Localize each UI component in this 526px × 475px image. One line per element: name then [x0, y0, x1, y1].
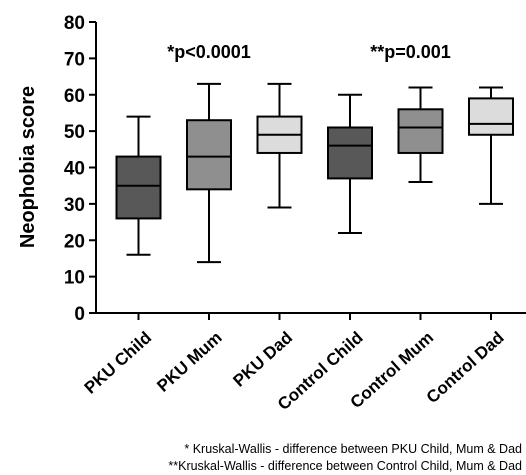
x-tick-label: PKU Child — [81, 328, 155, 398]
box-control-dad — [468, 86, 514, 205]
annotation-control-pvalue: **p=0.001 — [370, 42, 451, 62]
footnote-control: **Kruskal-Wallis - difference between Co… — [168, 459, 522, 473]
box-iqr — [468, 97, 514, 136]
y-tick-label: 40 — [64, 159, 85, 180]
y-axis-label: Neophobia score — [17, 86, 39, 248]
annotation-pku-pvalue: *p<0.0001 — [167, 42, 251, 62]
box-iqr — [115, 155, 162, 220]
footnote-pku: * Kruskal-Wallis - difference between PK… — [184, 442, 522, 456]
x-tick-label: PKU Dad — [229, 328, 296, 391]
box-iqr — [397, 108, 444, 154]
box-iqr — [327, 126, 373, 180]
box-iqr — [186, 119, 232, 191]
y-tick-label: 70 — [64, 49, 85, 70]
y-tick-label: 50 — [64, 122, 85, 143]
y-tick-label: 10 — [64, 268, 85, 289]
axes: 0 10 20 30 40 50 60 70 80 — [64, 13, 526, 325]
y-tick-label: 80 — [64, 13, 85, 34]
box-pku-dad — [256, 82, 303, 209]
box-pku-child — [115, 115, 162, 256]
y-tick-label: 0 — [74, 304, 85, 325]
box-control-mum — [397, 86, 444, 184]
y-tick-label: 60 — [64, 86, 85, 107]
box-pku-mum — [186, 82, 232, 264]
x-tick-label: PKU Mum — [153, 328, 225, 396]
box-control-child — [327, 93, 373, 234]
boxes — [115, 82, 514, 264]
x-tick-label: Control Dad — [423, 328, 508, 407]
y-tick-label: 20 — [64, 231, 85, 252]
y-tick-label: 30 — [64, 195, 85, 216]
annotations: *p<0.0001 **p=0.001 — [167, 42, 451, 62]
